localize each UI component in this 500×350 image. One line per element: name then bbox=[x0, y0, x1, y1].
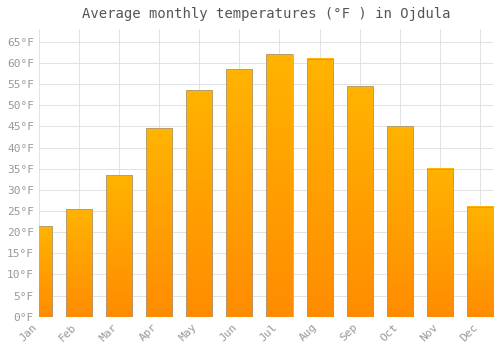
Bar bbox=[266, 55, 292, 317]
Title: Average monthly temperatures (°F ) in Ojdula: Average monthly temperatures (°F ) in Oj… bbox=[82, 7, 450, 21]
Bar bbox=[306, 59, 332, 317]
Bar bbox=[66, 209, 92, 317]
Bar bbox=[226, 69, 252, 317]
Bar bbox=[427, 169, 453, 317]
Bar bbox=[226, 69, 252, 317]
Bar bbox=[186, 90, 212, 317]
Bar bbox=[66, 209, 92, 317]
Bar bbox=[387, 126, 413, 317]
Bar bbox=[106, 175, 132, 317]
Bar bbox=[106, 175, 132, 317]
Bar bbox=[467, 207, 493, 317]
Bar bbox=[467, 207, 493, 317]
Bar bbox=[266, 55, 292, 317]
Bar bbox=[387, 126, 413, 317]
Bar bbox=[146, 128, 172, 317]
Bar bbox=[346, 86, 372, 317]
Bar bbox=[26, 226, 52, 317]
Bar bbox=[146, 128, 172, 317]
Bar bbox=[346, 86, 372, 317]
Bar bbox=[186, 90, 212, 317]
Bar bbox=[306, 59, 332, 317]
Bar bbox=[427, 169, 453, 317]
Bar bbox=[26, 226, 52, 317]
